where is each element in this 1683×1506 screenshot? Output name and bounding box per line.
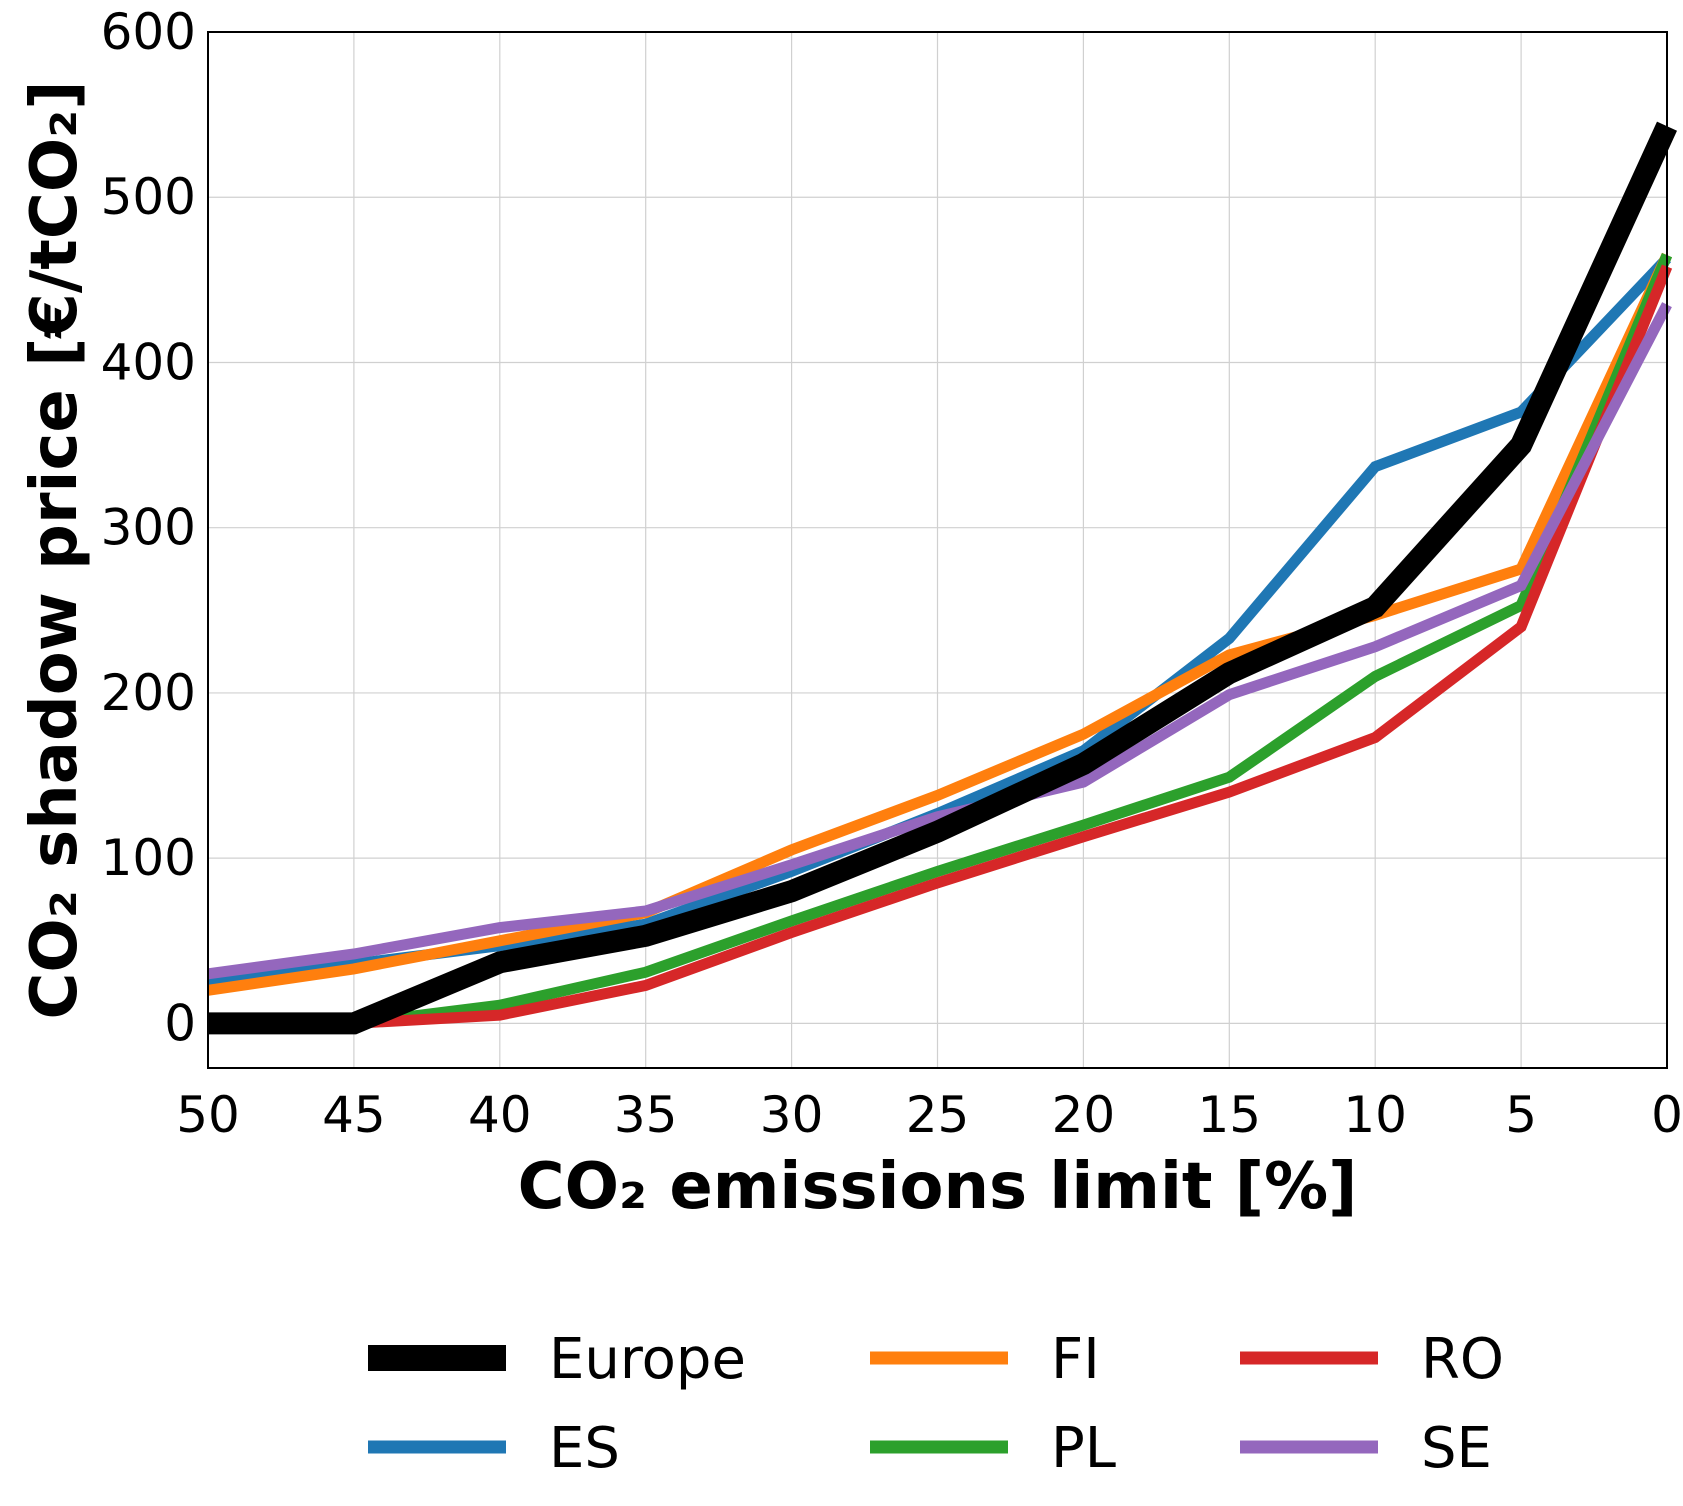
legend-label-europe: Europe bbox=[549, 1327, 746, 1392]
x-tick-label: 25 bbox=[906, 1086, 970, 1144]
y-tick-labels: 0 100 200 300 400 500 600 bbox=[101, 3, 196, 1052]
grid-lines bbox=[207, 31, 1668, 1068]
series-line-pl bbox=[208, 252, 1673, 1029]
y-tick-label: 600 bbox=[101, 3, 196, 61]
x-axis-title: CO₂ emissions limit [%] bbox=[518, 1150, 1358, 1224]
x-tick-label: 20 bbox=[1052, 1086, 1116, 1144]
x-tick-label: 40 bbox=[468, 1086, 532, 1144]
legend-label-se: SE bbox=[1421, 1416, 1492, 1481]
y-axis-title: CO₂ shadow price [€/tCO₂] bbox=[18, 80, 92, 1019]
x-tick-label: 35 bbox=[614, 1086, 678, 1144]
x-tick-label: 10 bbox=[1343, 1086, 1407, 1144]
legend: Europe ES FI PL RO SE bbox=[368, 1327, 1504, 1481]
series-line-fi bbox=[207, 252, 1672, 996]
legend-label-es: ES bbox=[549, 1416, 620, 1481]
y-tick-label: 100 bbox=[101, 829, 196, 887]
legend-label-ro: RO bbox=[1421, 1327, 1504, 1392]
x-tick-label: 50 bbox=[176, 1086, 240, 1144]
legend-label-fi: FI bbox=[1051, 1327, 1100, 1392]
x-tick-label: 15 bbox=[1197, 1086, 1261, 1144]
plot-frame bbox=[207, 31, 1668, 1069]
x-tick-label: 0 bbox=[1651, 1086, 1683, 1144]
x-tick-labels: 50 45 40 35 30 25 20 15 10 5 0 bbox=[176, 1086, 1683, 1144]
y-tick-label: 200 bbox=[101, 664, 196, 722]
x-tick-label: 5 bbox=[1505, 1086, 1537, 1144]
y-tick-label: 400 bbox=[101, 333, 196, 391]
series-line-ro bbox=[208, 264, 1673, 1029]
legend-label-pl: PL bbox=[1051, 1416, 1116, 1481]
series-lines bbox=[207, 121, 1678, 1035]
y-tick-label: 0 bbox=[164, 994, 196, 1052]
series-line-europe bbox=[208, 121, 1678, 1035]
x-tick-label: 45 bbox=[322, 1086, 386, 1144]
y-tick-label: 300 bbox=[101, 499, 196, 557]
series-line-se bbox=[207, 302, 1672, 980]
x-tick-label: 30 bbox=[760, 1086, 824, 1144]
y-tick-label: 500 bbox=[101, 168, 196, 226]
